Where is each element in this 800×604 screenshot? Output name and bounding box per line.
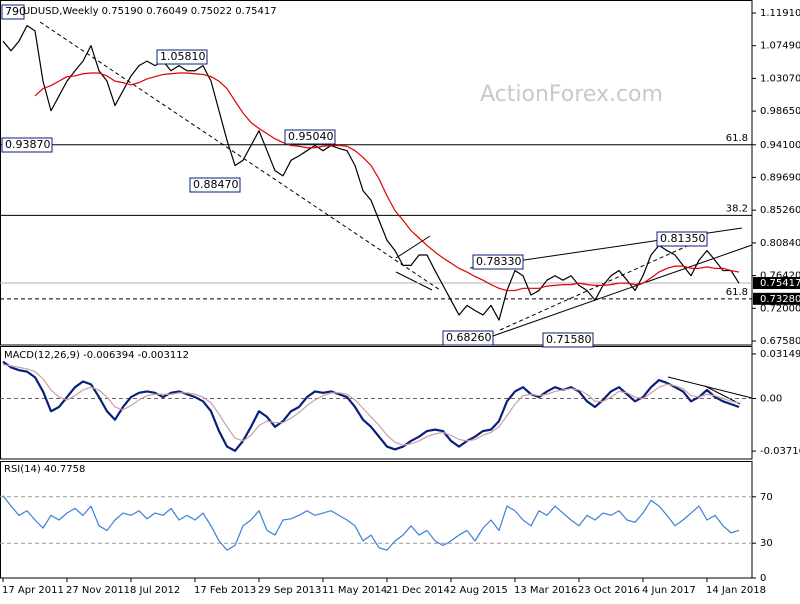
x-tick-label: 21 Dec 2014 [386,585,450,596]
y-tick-label: 1.11910 [760,8,800,19]
x-tick-label: 29 Sep 2013 [258,585,321,596]
series-line [2,360,740,452]
x-tick-label: 23 Oct 2016 [578,585,640,596]
x-tick-label: 11 May 2014 [322,585,387,596]
axis-marker [753,292,800,305]
annotation-box [542,332,594,348]
chart-title: AUDUSD,Weekly 0.75190 0.76049 0.75022 0.… [16,6,277,17]
x-tick-label: 14 Jan 2018 [706,585,766,596]
annotation-label: 0.93870 [5,138,51,151]
series-line [2,25,740,321]
y-tick-label: 1.07490 [760,41,800,52]
macd-title: MACD(12,26,9) -0.006394 -0.003112 [4,350,189,361]
y-tick-label: 1.03070 [760,73,800,84]
annotation-label: 0.78330 [476,255,522,268]
y-tick-label: 0.85260 [760,205,800,216]
x-tick-label: 2 Aug 2015 [450,585,508,596]
y-tick-label: -0.037164 [760,446,800,457]
frames [0,0,753,579]
y-tick-label: 0.94100 [760,140,800,151]
annotation-label: 0.81350 [660,232,706,245]
x-tick-label: 4 Jun 2017 [642,585,696,596]
annotation-box [284,129,336,145]
y-tick-label: 0.89690 [760,172,800,183]
y-tick-label: 0.00 [760,393,782,404]
y-tick-label: 0.76420 [760,271,800,282]
annotation-label: 1.05810 [160,50,206,63]
y-tick-label: 0 [760,573,766,584]
annotation-box [656,231,708,247]
annotation-box [189,177,241,193]
series-line [34,72,740,292]
annotation-box [156,49,208,65]
y-tick-label: 0.031493 [760,349,800,360]
x-tick-label: 13 Mar 2016 [514,585,577,596]
y-tick-label: 0.67580 [760,336,800,347]
annotation-box [1,137,53,153]
axis-marker-label: 0.73280 [760,294,800,305]
level-label: 61.8 [726,133,748,144]
annotation-label: 0.68260 [446,331,492,344]
x-tick-label: 8 Jul 2012 [130,585,180,596]
last-price-box [753,277,800,290]
y-tick-label: 0.80840 [760,238,800,249]
x-tick-label: 27 Nov 2011 [66,585,130,596]
rsi-title: RSI(14) 40.7758 [4,464,85,475]
last-price-label: 0.75417 [760,278,800,289]
y-tick-label: 0.98650 [760,106,800,117]
y-tick-label: 30 [760,538,773,549]
annotation-label: 0.71580 [546,333,592,346]
level-label: 61.8 [726,287,748,298]
x-tick-label: 17 Feb 2013 [194,585,256,596]
y-tick-label: 0.72000 [760,303,800,314]
series-line [2,495,740,551]
annotation-box [442,330,494,346]
level-label: 38.2 [726,203,748,214]
annotation-label: 0.88470 [193,178,239,191]
annotation-label: 790 [5,5,26,18]
series-line [2,363,740,446]
x-tick-label: 17 Apr 2011 [2,585,64,596]
y-tick-label: 70 [760,492,773,503]
annotation-box [1,4,25,20]
annotation-box [472,254,524,270]
annotation-label: 0.95040 [288,130,334,143]
watermark: ActionForex.com [480,82,663,107]
